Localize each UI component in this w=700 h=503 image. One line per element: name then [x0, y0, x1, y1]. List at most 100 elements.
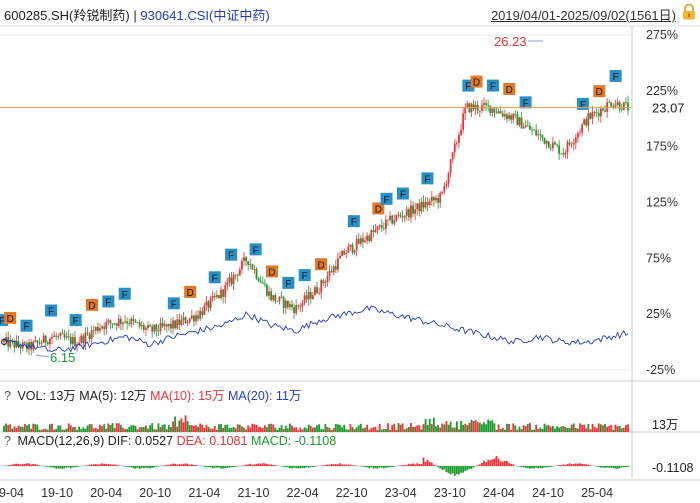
signal-marker-d[interactable]: D — [266, 265, 278, 278]
macd-bar — [13, 463, 16, 466]
volume-bar — [65, 428, 68, 432]
macd-bar — [374, 466, 377, 469]
macd-bar — [7, 465, 10, 466]
signal-marker-f[interactable]: F — [519, 96, 532, 109]
volume-bar — [40, 429, 43, 432]
signal-marker-d[interactable]: D — [4, 311, 17, 325]
volume-bar — [255, 425, 258, 432]
signal-marker-f[interactable]: F — [118, 287, 131, 301]
volume-bar — [349, 424, 352, 432]
candle-body — [334, 266, 337, 270]
candle-body — [320, 280, 323, 293]
macd-bar — [401, 464, 404, 466]
volume-bar — [247, 425, 250, 432]
signal-marker-f[interactable]: F — [421, 172, 434, 185]
signal-marker-d[interactable]: D — [503, 83, 516, 96]
macd-bar — [387, 466, 389, 468]
signal-marker-f[interactable]: F — [208, 271, 221, 284]
candle-body — [184, 317, 187, 324]
signal-marker-d[interactable]: D — [470, 75, 483, 89]
signal-marker-d[interactable]: D — [372, 202, 385, 215]
volume-bar — [497, 424, 500, 432]
volume-bar — [397, 423, 400, 432]
signal-marker-d[interactable]: D — [86, 298, 98, 312]
volume-bar — [499, 429, 502, 432]
volume-bar — [274, 427, 277, 432]
candle-body — [501, 113, 504, 117]
candle-body — [268, 291, 270, 296]
candle-body — [625, 102, 627, 104]
signal-marker-f[interactable]: F — [45, 304, 58, 318]
volume-bar — [602, 425, 604, 432]
volume-bar — [293, 427, 295, 432]
signal-marker-box — [503, 83, 516, 96]
volume-bar — [393, 423, 396, 432]
volume-bar — [391, 425, 394, 432]
volume-bar — [161, 424, 164, 432]
volume-bar — [251, 423, 254, 432]
volume-bar — [414, 426, 417, 432]
macd-bar — [499, 461, 502, 466]
signal-marker-f[interactable]: F — [486, 79, 499, 93]
volume-bar — [215, 429, 218, 432]
candle-body — [422, 201, 425, 208]
date-range-label[interactable]: 2019/04/01-2025/09/02(1561日) — [490, 8, 676, 23]
candle-body — [172, 320, 174, 329]
signal-marker-f[interactable]: F — [298, 269, 311, 282]
candle-body — [522, 127, 525, 129]
candle-body — [339, 256, 341, 259]
signal-marker-box — [208, 271, 221, 284]
candle-body — [376, 226, 379, 230]
macd-bar — [26, 463, 28, 466]
signal-marker-box — [225, 248, 238, 261]
stock-symbol-label[interactable]: 600285.SH(羚锐制药) — [4, 8, 130, 23]
volume-bar — [443, 424, 446, 432]
candle-body — [59, 333, 62, 336]
volume-bar — [318, 424, 321, 432]
candle-body — [337, 258, 339, 270]
candle-body — [535, 129, 538, 136]
volume-bar — [403, 429, 406, 432]
volume-bar — [518, 426, 521, 432]
signal-marker-f[interactable]: F — [282, 276, 295, 290]
signal-marker-d[interactable]: D — [315, 258, 328, 271]
help-icon[interactable]: ? — [4, 434, 11, 448]
vol-axis-label: 13万 — [652, 418, 678, 432]
signal-marker-f[interactable]: F — [167, 297, 180, 310]
candle-body — [63, 334, 66, 338]
signal-marker-d[interactable]: D — [593, 85, 606, 98]
macd-bar — [368, 466, 371, 469]
candle-body — [230, 277, 233, 284]
macd-bar — [606, 466, 609, 468]
signal-marker-f[interactable]: F — [225, 248, 238, 262]
lock-icon[interactable] — [682, 4, 696, 20]
volume-bar — [167, 425, 170, 432]
macd-bar — [366, 466, 369, 468]
macd-bar — [533, 466, 535, 469]
candle-body — [332, 266, 335, 273]
signal-marker-f[interactable]: F — [249, 243, 262, 256]
index-symbol-label[interactable]: 930641.CSI(中证中药) — [140, 8, 270, 23]
candle-body — [478, 110, 481, 112]
signal-marker-f[interactable]: F — [347, 215, 360, 228]
volume-bar — [220, 423, 222, 432]
signal-marker-d[interactable]: D — [184, 285, 197, 299]
signal-marker-f[interactable]: F — [20, 319, 33, 333]
candle-body — [380, 225, 383, 228]
macd-bar — [353, 465, 356, 466]
signal-marker-f[interactable]: F — [0, 314, 8, 327]
signal-marker-f[interactable]: F — [609, 70, 622, 83]
signal-marker-f[interactable]: F — [102, 295, 115, 308]
volume-bar — [572, 423, 575, 432]
help-icon[interactable]: ? — [4, 389, 11, 403]
candle-body — [232, 275, 235, 284]
signal-marker-f[interactable]: F — [396, 187, 409, 201]
signal-marker-f[interactable]: F — [69, 314, 82, 327]
signal-marker-f[interactable]: F — [380, 192, 393, 206]
macd-bar — [581, 463, 583, 466]
volume-bar — [537, 428, 540, 432]
signal-marker-f[interactable]: F — [576, 97, 589, 111]
macd-bar — [564, 464, 567, 466]
macd-bar — [627, 466, 629, 467]
macd-bar — [512, 464, 515, 466]
